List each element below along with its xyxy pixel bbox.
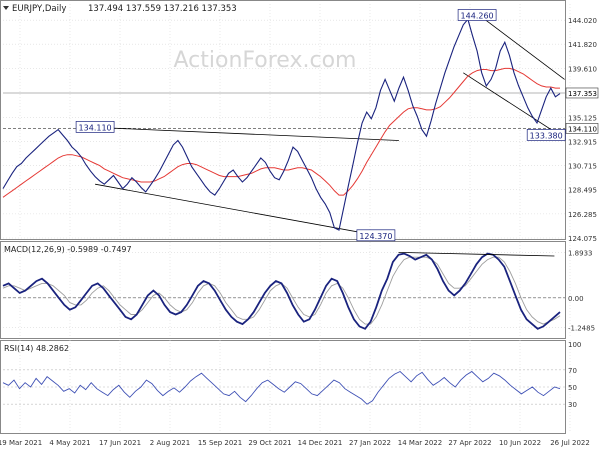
x-tick-label: 10 Jun 2022 xyxy=(499,439,541,447)
price-annotation-label: 134.110 xyxy=(79,123,112,132)
price-layer: 134.110 137.353 144.260 134.110 133.380 124.3… xyxy=(2,9,599,242)
price-y-tick-label: 124.075 xyxy=(568,235,597,243)
ohlc-label: 137.494 137.559 137.216 137.353 xyxy=(88,4,237,14)
price-y-tick-label: 144.020 xyxy=(568,17,597,25)
price-annotation-box xyxy=(75,121,115,133)
rsi-title: RSI(14) 48.2862 xyxy=(4,344,69,353)
x-tick-label: 14 Dec 2021 xyxy=(298,439,343,447)
current-price-label: 137.353 xyxy=(568,90,597,98)
rsi-y-tick-label: 100 xyxy=(568,341,581,349)
axis-layer: 19 Mar 2021 4 May 2021 17 Jun 2021 2 Aug 20… xyxy=(0,17,597,447)
price-panel xyxy=(0,0,566,240)
macd-panel xyxy=(0,241,566,339)
dropdown-triangle-icon[interactable] xyxy=(3,6,9,10)
macd-trendline xyxy=(398,252,555,257)
price-y-tick-label: 141.820 xyxy=(568,41,597,49)
x-tick-label: 2 Aug 2021 xyxy=(150,439,190,447)
watermark: ActionForex.com xyxy=(174,48,357,73)
x-tick-label: 26 Jul 2022 xyxy=(550,439,590,447)
price-annotation-box xyxy=(457,9,497,21)
trendline xyxy=(481,16,565,80)
price-annotation-label: 133.380 xyxy=(530,131,563,140)
price-y-tick-label: 128.495 xyxy=(568,187,597,195)
rsi-line xyxy=(2,370,561,405)
moving-average-line xyxy=(2,67,560,198)
macd-layer xyxy=(2,252,565,330)
price-annotation-box xyxy=(356,229,396,242)
price-y-tick-label: 132.915 xyxy=(568,138,597,146)
trendline xyxy=(95,127,399,141)
rsi-y-tick-label: 50 xyxy=(568,384,577,392)
x-tick-label: 15 Sep 2021 xyxy=(198,439,242,447)
rsi-y-tick-label: 70 xyxy=(568,367,577,375)
rsi-y-tick-label: 30 xyxy=(568,401,577,409)
x-tick-label: 17 Jun 2021 xyxy=(99,439,141,447)
current-price-box xyxy=(565,87,599,99)
x-tick-label: 19 Mar 2021 xyxy=(0,439,42,447)
price-annotation-label: 124.370 xyxy=(359,232,392,241)
price-annotation-label: 144.260 xyxy=(461,12,494,21)
macd-y-tick-label: 0.00 xyxy=(568,295,584,303)
trendline xyxy=(463,72,565,139)
macd-y-tick-label: 1.8933 xyxy=(568,250,593,258)
price-y-tick-label: 126.285 xyxy=(568,211,597,219)
symbol-label: EURJPY,Daily xyxy=(12,4,66,14)
price-y-tick-label: 130.715 xyxy=(568,162,597,170)
price-y-tick-label: 135.125 xyxy=(568,114,597,122)
rsi-layer xyxy=(2,370,561,405)
macd-y-tick-label: -1.2485 xyxy=(568,325,595,333)
macd-line xyxy=(2,252,561,330)
x-tick-label: 27 Jan 2022 xyxy=(349,439,391,447)
level-price-label: 134.110 xyxy=(568,125,597,133)
x-tick-label: 29 Oct 2021 xyxy=(248,439,291,447)
x-tick-label: 4 May 2021 xyxy=(49,439,90,447)
price-annotation-box xyxy=(526,129,566,141)
level-price-box xyxy=(565,123,599,134)
macd-title: MACD(12,26,9) -0.5989 -0.7497 xyxy=(4,245,132,254)
x-tick-label: 14 Mar 2022 xyxy=(398,439,442,447)
price-y-tick-label: 139.610 xyxy=(568,65,597,73)
trendline xyxy=(95,183,390,239)
x-tick-label: 27 Apr 2022 xyxy=(448,439,491,447)
